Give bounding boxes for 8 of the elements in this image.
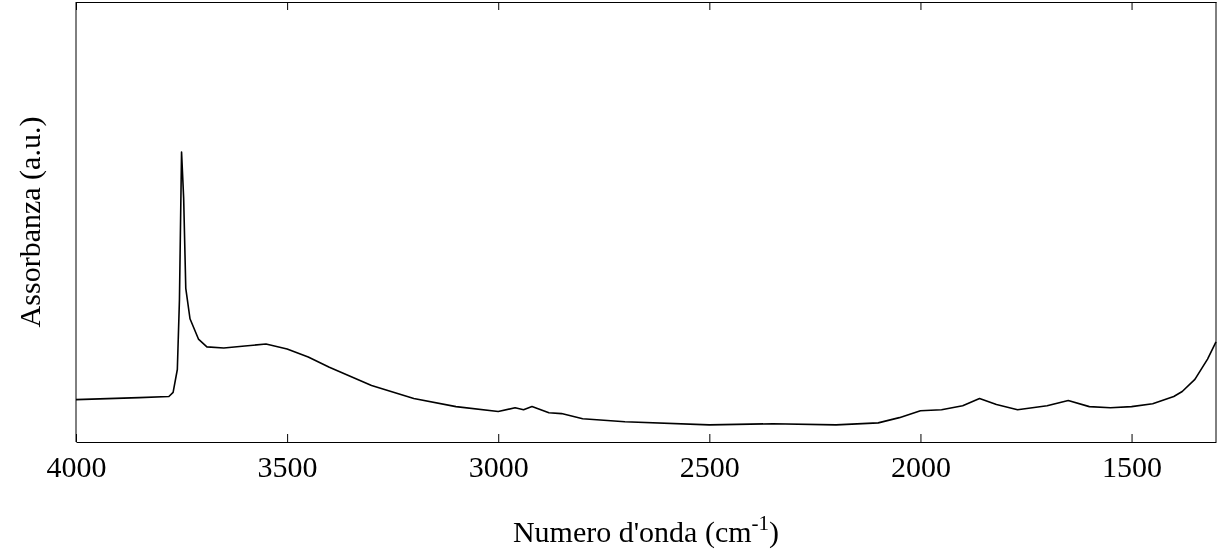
x-tick-label: 4000: [46, 450, 107, 484]
x-tick-label: 1500: [1102, 450, 1163, 484]
x-tick-label: 3500: [257, 450, 318, 484]
x-tick-label: 2000: [890, 450, 951, 484]
x-tick-label: 2500: [679, 450, 740, 484]
x-tick-label: 3000: [468, 450, 529, 484]
y-axis-title: Assorbanza (a.u.): [13, 116, 47, 328]
x-axis-title: Numero d'onda (cm$^{-1}$): [512, 511, 780, 549]
